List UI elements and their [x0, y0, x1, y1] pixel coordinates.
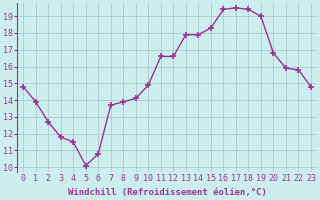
- X-axis label: Windchill (Refroidissement éolien,°C): Windchill (Refroidissement éolien,°C): [68, 188, 267, 197]
